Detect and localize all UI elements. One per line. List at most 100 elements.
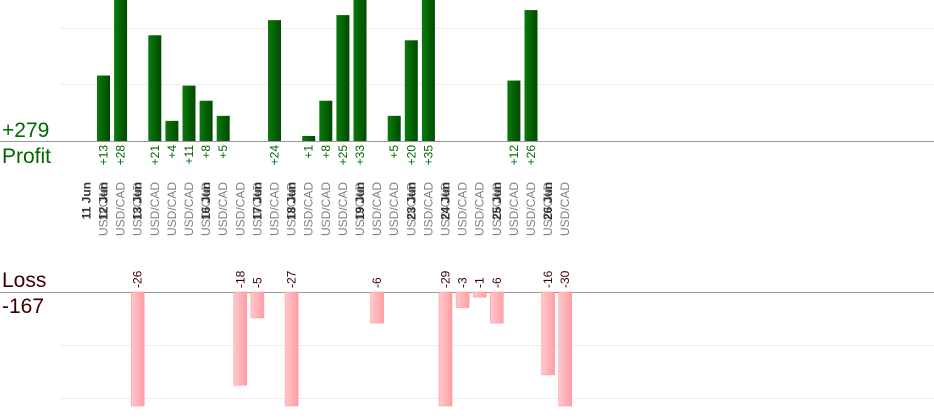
pair-label: USD/CAD bbox=[370, 182, 384, 236]
pair-label: USD/CAD bbox=[268, 182, 282, 236]
loss-value-label: -26 bbox=[131, 270, 145, 288]
profit-value-label: +4 bbox=[165, 145, 179, 159]
profit-value-label: +28 bbox=[114, 145, 128, 166]
profit-value-label: +5 bbox=[216, 145, 230, 159]
pair-label: USD/CAD bbox=[285, 182, 299, 236]
pair-label: USD/CAD bbox=[387, 182, 401, 236]
profit-value-label: +24 bbox=[268, 145, 282, 166]
loss-value-label: -16 bbox=[541, 270, 555, 288]
pair-label: USD/CAD bbox=[490, 182, 504, 236]
date-label: 26 Jun bbox=[541, 182, 555, 220]
profit-bar bbox=[165, 120, 179, 141]
pair-label: USD/CAD bbox=[524, 182, 538, 236]
profit-bar bbox=[216, 115, 230, 141]
profit-bar bbox=[387, 115, 401, 141]
pair-label: USD/CAD bbox=[439, 182, 453, 236]
date-label: 23 Jun bbox=[404, 182, 418, 220]
profit-value-label: +25 bbox=[336, 145, 350, 166]
loss-bar bbox=[558, 291, 572, 407]
pair-label: USD/CAD bbox=[182, 182, 196, 236]
loss-bar bbox=[250, 291, 265, 319]
loss-value-label: -27 bbox=[285, 270, 299, 288]
date-label: 18 Jun bbox=[285, 182, 299, 220]
profit-bar bbox=[336, 15, 350, 142]
loss-label: Loss bbox=[2, 269, 46, 292]
pair-label: USD/CAD bbox=[404, 182, 418, 236]
profit-bar bbox=[148, 35, 162, 141]
gridlines bbox=[60, 28, 934, 399]
profit-bar bbox=[404, 40, 418, 141]
pair-label: USD/CAD bbox=[216, 182, 230, 236]
profit-total: +279 bbox=[2, 119, 49, 142]
date-label: 16 Jun bbox=[199, 182, 213, 220]
pair-label: USD/CAD bbox=[114, 182, 128, 236]
pair-label: USD/CAD bbox=[336, 182, 350, 236]
loss-value-label: -30 bbox=[558, 270, 572, 288]
profit-value-label: +33 bbox=[353, 145, 367, 166]
loss-value-label: -6 bbox=[490, 277, 504, 288]
profit-bar bbox=[421, 0, 435, 141]
date-label: 25 Jun bbox=[490, 182, 504, 220]
pair-label: USD/CAD bbox=[131, 182, 145, 236]
profit-bar bbox=[302, 135, 316, 141]
profit-value-label: +5 bbox=[387, 145, 401, 159]
pair-label: USD/CAD bbox=[148, 182, 162, 236]
date-label: 12 Jun bbox=[97, 182, 111, 220]
loss-value-label: -1 bbox=[473, 277, 487, 288]
date-label: 24 Jun bbox=[439, 182, 453, 220]
pair-label: USD/CAD bbox=[473, 182, 487, 236]
pair-label: USD/CAD bbox=[353, 182, 367, 236]
profit-label: Profit bbox=[2, 145, 51, 168]
loss-bar bbox=[541, 291, 555, 376]
profit-bar bbox=[97, 75, 110, 141]
pair-label: USD/CAD bbox=[541, 182, 555, 236]
loss-value-label: -29 bbox=[439, 270, 453, 288]
pair-label: USD/CAD bbox=[199, 182, 213, 236]
pair-label: USD/CAD bbox=[250, 182, 264, 236]
profit-bar bbox=[507, 80, 521, 141]
profit-value-label: +26 bbox=[524, 145, 538, 166]
loss-bar bbox=[472, 291, 487, 298]
loss-bar bbox=[490, 291, 504, 324]
profit-bar bbox=[114, 0, 128, 141]
bars bbox=[97, 0, 572, 407]
profit-bar bbox=[319, 100, 333, 141]
pair-label: USD/CAD bbox=[456, 182, 470, 236]
pair-label: USD/CAD bbox=[165, 182, 179, 236]
loss-bar bbox=[233, 291, 248, 386]
pair-label: USD/CAD bbox=[233, 182, 247, 236]
profit-bar bbox=[268, 20, 281, 142]
profit-value-label: +21 bbox=[148, 145, 162, 166]
loss-bar bbox=[130, 291, 145, 407]
profit-value-label: +20 bbox=[404, 145, 418, 166]
loss-bar bbox=[370, 291, 384, 324]
date-label: 11 Jun bbox=[79, 182, 93, 219]
pair-label: USD/CAD bbox=[507, 182, 521, 236]
loss-bar bbox=[455, 291, 470, 308]
profit-value-label: +13 bbox=[97, 145, 111, 166]
loss-value-label: -18 bbox=[233, 270, 247, 288]
pair-label: USD/CAD bbox=[97, 182, 111, 236]
profit-value-label: +12 bbox=[507, 145, 521, 166]
profit-value-label: +35 bbox=[421, 145, 435, 166]
loss-total: -167 bbox=[2, 295, 44, 318]
loss-bar bbox=[284, 291, 299, 407]
pair-label: USD/CAD bbox=[421, 182, 435, 236]
loss-value-label: -3 bbox=[456, 277, 470, 288]
profit-value-label: +8 bbox=[199, 145, 213, 159]
profit-bar bbox=[182, 85, 196, 141]
profit-bar bbox=[524, 10, 538, 142]
pair-label: USD/CAD bbox=[319, 182, 333, 236]
profit-bar bbox=[353, 0, 367, 141]
profit-bar bbox=[199, 100, 213, 141]
loss-bar bbox=[438, 291, 453, 407]
profit-value-label: +8 bbox=[319, 145, 333, 159]
date-label: 19 Jun bbox=[353, 182, 367, 220]
date-label: 17 Jun bbox=[250, 182, 264, 220]
loss-value-label: -6 bbox=[370, 277, 384, 288]
profit-value-label: +11 bbox=[182, 145, 196, 165]
date-label: 13 Jun bbox=[131, 182, 145, 220]
pair-label: USD/CAD bbox=[302, 182, 316, 236]
